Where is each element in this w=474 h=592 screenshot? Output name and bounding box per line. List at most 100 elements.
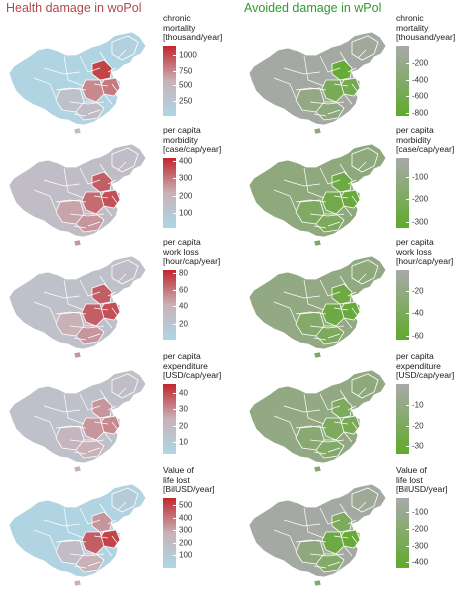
province-border-8 [333,535,349,539]
country-outline [8,255,147,350]
legend-tick-label: 500 [179,80,193,90]
legend-title-line: morbidity [163,134,198,145]
legend-tick-label: -200 [412,524,429,534]
region-north [91,171,113,193]
legend-tick-label: -600 [412,91,429,101]
country-outline [8,143,147,238]
region-north [331,171,353,193]
province-border-11 [117,273,127,283]
province-border-8 [333,421,349,425]
legend-tick-mark [406,335,409,337]
region-ne [111,373,139,399]
province-border-11 [117,387,127,397]
province-border-5 [347,405,357,411]
province-border-5 [107,405,117,411]
region-ne [111,35,139,61]
province-border-8 [333,83,349,87]
legend-title-line: mortality [163,22,196,33]
province-border-9 [103,93,113,105]
legend-color-bar [396,46,409,116]
china-choropleth-right-2 [248,143,387,247]
province-border-12 [273,301,297,323]
legend-title-line: [thousand/year] [396,32,456,43]
legend-tick-mark [406,62,409,64]
legend-title-line: [USD/cap/year] [163,370,222,381]
legend-tick-mark [173,530,176,532]
legend-title-line: work loss [163,246,199,257]
province-border-6 [55,199,87,203]
province-border-4 [99,503,109,517]
island-hainan [313,579,322,587]
region-north [91,59,113,81]
island-hainan [313,351,322,359]
country-outline [8,369,147,464]
legend-left-5: Value of life lost [BilUSD/year] 500 400 300 2… [163,465,239,574]
region-north [91,511,113,533]
province-border-4 [99,275,109,289]
legend-tick-mark [406,405,409,406]
legend-color-bar [163,158,176,228]
legend-tick-mark [173,178,176,180]
legend-tick-label: 80 [179,268,188,278]
province-border-9 [343,431,353,443]
province-border-3 [319,167,341,185]
province-border-6 [295,199,327,203]
province-border-1 [63,55,85,87]
legend-title-line: [hour/cap/year] [163,256,221,267]
legend-tick-mark [173,70,176,72]
legend-title-line: mortality [396,22,429,33]
province-border-12 [273,415,297,437]
province-border-10 [327,109,341,115]
region-ne [351,487,379,513]
legend-title-line: per capita [163,351,201,361]
legend-title-line: Value of [163,465,194,475]
legend-tick-mark [406,545,409,547]
province-border-4 [99,51,109,65]
province-border-2 [283,519,321,527]
legend-tick-mark [406,176,409,178]
province-border-6 [295,87,327,91]
province-border-8 [93,83,109,87]
province-border-1 [63,279,85,311]
province-border-12 [33,529,57,551]
province-border-10 [87,447,101,453]
legend-title-line: morbidity [396,134,431,145]
province-border-13 [73,337,87,341]
province-border-1 [303,167,325,199]
legend-title: Value of life lost [BilUSD/year] [163,465,215,495]
legend-title-line: life lost [163,474,190,485]
legend-tick-label: 40 [179,301,188,311]
legend-tick-label: -200 [412,194,429,204]
legend-title-line: per capita [396,237,434,247]
legend-tick-label: 500 [179,500,193,510]
legend-right-2: per capita morbidity [case/cap/year] -100 -2… [396,125,472,234]
region-sw [295,199,325,225]
region-north [331,397,353,419]
province-border-7 [69,439,105,443]
region-ne [111,259,139,285]
legend-tick-label: 30 [179,404,188,414]
country-outline [248,31,387,126]
province-border-3 [79,507,101,525]
province-border-2 [283,405,321,413]
region-ne [111,487,139,513]
province-border-11 [357,387,367,397]
province-border-2 [43,67,81,75]
province-border-1 [63,167,85,199]
province-border-7 [69,325,105,329]
china-choropleth-left-3 [8,255,147,359]
province-border-12 [273,529,297,551]
legend-tick-mark [406,446,409,448]
legend-tick-label: 300 [179,173,193,183]
legend-title: chronic mortality [thousand/year] [163,13,222,43]
legend-tick-mark [173,442,176,444]
legend-tick-label: 400 [179,513,193,523]
province-border-12 [273,189,297,211]
province-border-8 [93,535,109,539]
province-border-7 [69,101,105,105]
legend-tick-mark [406,96,409,98]
legend-tick-mark [173,306,176,308]
legend-title: per capita expenditure [USD/cap/year] [163,351,222,381]
legend-color-bar [163,498,176,568]
country-outline [248,255,387,350]
